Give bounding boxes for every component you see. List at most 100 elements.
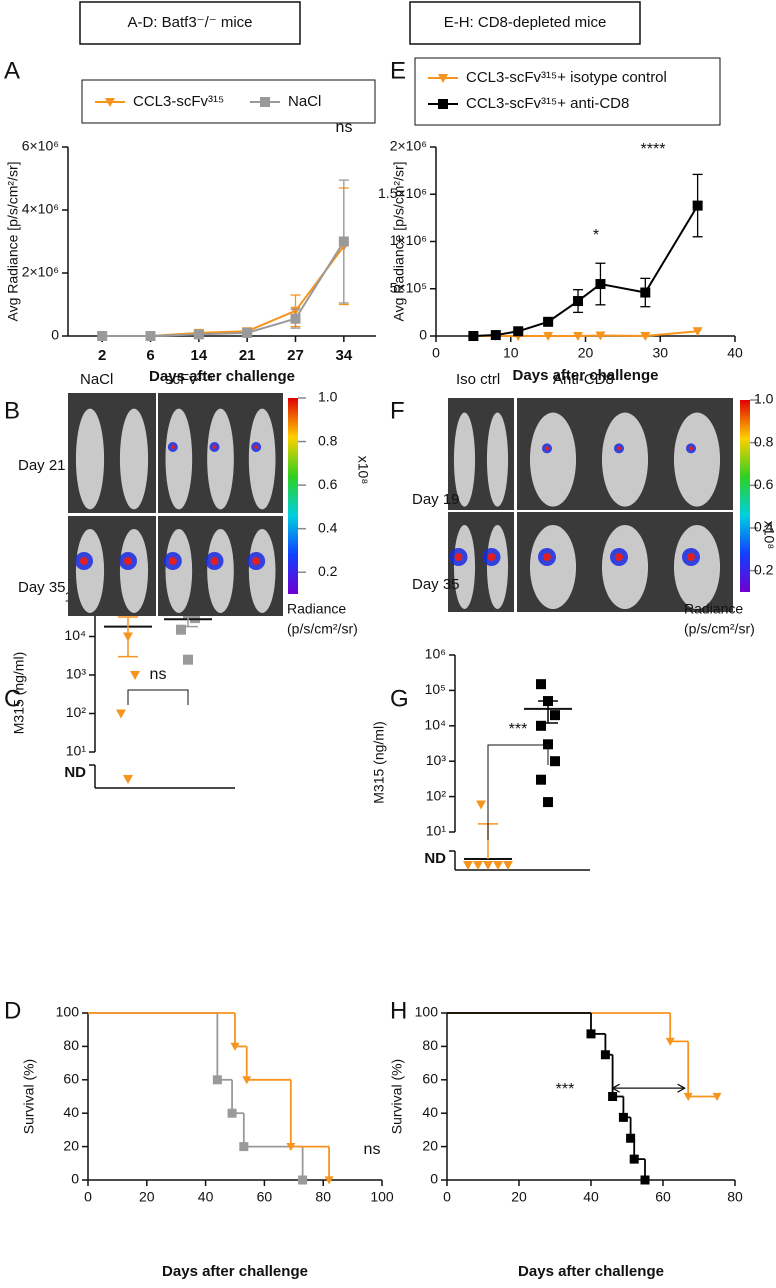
marker [476, 800, 486, 810]
annotation: ns [150, 666, 167, 683]
colorbar-tick-label: 0.6 [318, 476, 338, 492]
marker [463, 861, 473, 870]
y-tick-label: 1×10⁶ [390, 232, 427, 248]
mouse [486, 525, 509, 609]
y-axis-label: Avg Radiance [p/s/cm²/sr] [5, 161, 21, 321]
signal [170, 445, 175, 449]
panel-letter: C [4, 685, 21, 712]
group-label: Anti-CD8 [553, 371, 614, 388]
marker [176, 624, 186, 635]
x-tick-label: 0 [443, 1189, 451, 1205]
x-tick-label: 34 [335, 347, 352, 364]
marker [97, 331, 108, 341]
y-axis-label: Avg Radiance [p/s/cm²/sr] [391, 161, 407, 321]
annotation: ns [364, 1141, 381, 1158]
marker [116, 709, 126, 719]
marker [183, 654, 193, 665]
y-tick-label: 10⁴ [424, 717, 446, 733]
signal [545, 446, 549, 451]
colorbar-title: Radiance [287, 601, 346, 617]
row-label: Day 19 [412, 491, 460, 508]
marker [543, 332, 554, 341]
marker [543, 797, 553, 808]
x-tick-label: 6 [146, 347, 154, 364]
x-tick-label: 40 [727, 345, 743, 361]
mouse [673, 412, 721, 507]
colorbar-tick-label: 0.8 [318, 432, 338, 448]
y-tick-label: 10³ [426, 752, 447, 768]
x-tick-label: 40 [583, 1189, 599, 1205]
marker [298, 1175, 308, 1185]
header-box [79, 1, 301, 45]
y-tick-label: 10⁵ [425, 681, 446, 697]
group-label: scFv³¹⁵ [165, 371, 213, 388]
x-tick-label: 0 [432, 345, 440, 361]
y-tick-label: 1.5×10⁶ [378, 185, 427, 201]
y-tick-label: 10² [426, 787, 447, 803]
marker [536, 774, 546, 785]
marker [640, 287, 651, 298]
mouse [75, 408, 105, 510]
series-line [473, 205, 699, 337]
x-axis-label: Days after challenge [513, 367, 659, 384]
y-tick-label: 4×10⁶ [22, 201, 59, 217]
colorbar-scale: x10⁸ [761, 521, 776, 550]
y-tick-label: 10¹ [426, 823, 447, 839]
series-line [102, 240, 345, 337]
mouse [601, 412, 649, 507]
series-line [102, 245, 345, 337]
marker [438, 74, 448, 83]
y-tick-label: 2×10⁶ [390, 138, 427, 154]
y-tick-label: 100 [56, 1004, 80, 1020]
group-label: NaCl [80, 371, 113, 388]
mouse [75, 529, 105, 613]
y-tick-label: 10³ [66, 666, 87, 682]
marker [242, 327, 253, 338]
colorbar-title: Radiance [684, 601, 743, 617]
mouse [207, 408, 234, 510]
y-tick-label: 40 [422, 1104, 438, 1120]
marker [490, 330, 501, 341]
annotation: ns [336, 119, 353, 136]
y-tick-label: 10¹ [66, 743, 87, 759]
marker [595, 331, 606, 341]
mouse [486, 412, 509, 507]
x-tick-label: 27 [287, 347, 304, 364]
signal [454, 553, 463, 561]
marker [712, 1092, 722, 1101]
mouse [165, 529, 193, 613]
marker [640, 332, 651, 341]
y-axis-label: M315 (ng/ml) [371, 721, 387, 803]
x-tick-label: 2 [98, 347, 106, 364]
header-box [409, 1, 641, 45]
marker [573, 296, 584, 307]
marker [193, 329, 204, 340]
marker [692, 327, 703, 337]
x-axis-label: Days after challenge [162, 1263, 308, 1280]
y-tick-label: 0 [419, 327, 427, 343]
nd-label: ND [64, 764, 86, 781]
marker [260, 97, 270, 107]
x-tick-label: 20 [578, 345, 594, 361]
marker [290, 313, 301, 324]
y-tick-label: 0 [51, 327, 59, 343]
marker [536, 720, 546, 731]
legend-box [81, 79, 376, 124]
x-tick-label: 80 [315, 1189, 331, 1205]
marker [513, 326, 524, 337]
colorbar-units: (p/s/cm²/sr) [684, 621, 755, 637]
y-tick-label: 40 [63, 1104, 79, 1120]
marker [473, 861, 483, 870]
panel-letter: B [4, 397, 20, 424]
y-axis-label: Survival (%) [21, 1059, 37, 1134]
marker [692, 200, 703, 211]
row-label: Day 21 [18, 457, 66, 474]
arrow-head [611, 1083, 686, 1093]
x-tick-label: 10 [503, 345, 519, 361]
signal [254, 445, 259, 449]
marker [483, 861, 493, 870]
y-tick-label: 60 [422, 1071, 438, 1087]
mouse [601, 525, 649, 609]
signal [543, 553, 551, 561]
